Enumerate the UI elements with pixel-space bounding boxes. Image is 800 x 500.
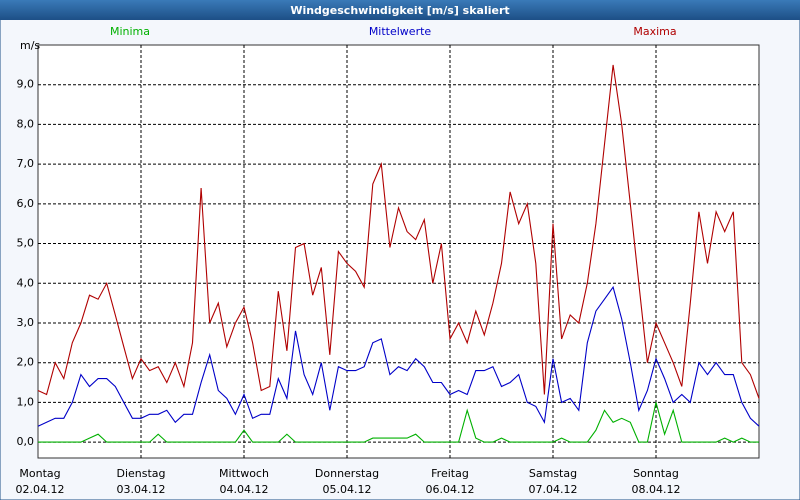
x-tick-label: Donnerstag [315, 467, 379, 480]
x-tick-label: Sonntag [633, 467, 679, 480]
x-tick-label: 02.04.12 [16, 483, 65, 496]
x-tick-label: Freitag [431, 467, 469, 480]
y-tick-label: 0,0 [17, 435, 35, 448]
y-tick-label: 6,0 [17, 197, 35, 210]
title-bar [0, 0, 800, 20]
series-line [37, 285, 760, 427]
y-axis-label: m/s [20, 39, 40, 52]
x-tick-label: 07.04.12 [529, 483, 578, 496]
x-tick-label: 03.04.12 [117, 483, 166, 496]
y-tick-label: 3,0 [17, 316, 35, 329]
chart-title: Windgeschwindigkeit [m/s] skaliert [290, 4, 509, 17]
y-tick-label: 5,0 [17, 237, 35, 250]
x-tick-label: 06.04.12 [426, 483, 475, 496]
series-line [38, 402, 759, 443]
legend-entry: Minima [110, 25, 150, 38]
x-tick-label: 08.04.12 [632, 483, 681, 496]
legend-entry: Mittelwerte [369, 25, 432, 38]
series-line [37, 64, 760, 399]
y-tick-label: 8,0 [17, 117, 35, 130]
x-tick-label: Mittwoch [219, 467, 269, 480]
plot-area [37, 44, 760, 459]
y-tick-label: 2,0 [17, 356, 35, 369]
y-tick-label: 1,0 [17, 395, 35, 408]
legend-entry: Maxima [633, 25, 676, 38]
y-tick-label: 9,0 [17, 78, 35, 91]
x-tick-label: Montag [19, 467, 60, 480]
y-tick-label: 4,0 [17, 276, 35, 289]
x-tick-label: Samstag [529, 467, 577, 480]
x-tick-label: Dienstag [116, 467, 165, 480]
x-tick-label: 05.04.12 [323, 483, 372, 496]
x-tick-label: 04.04.12 [220, 483, 269, 496]
y-tick-label: 7,0 [17, 157, 35, 170]
